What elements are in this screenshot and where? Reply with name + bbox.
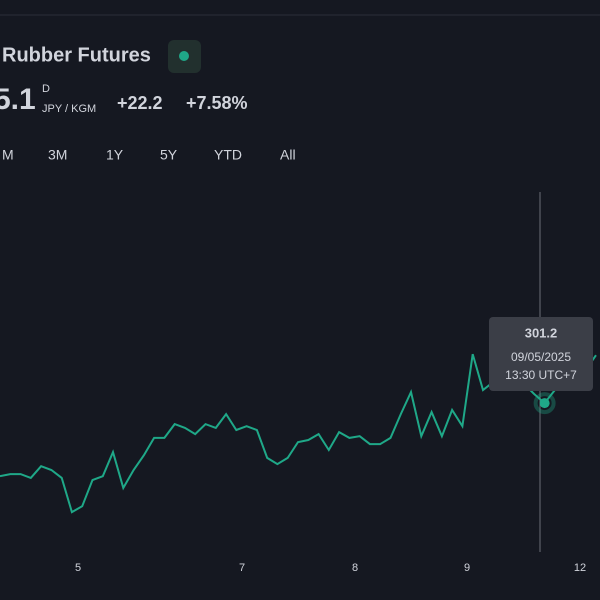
- x-tick-label: 8: [352, 562, 358, 574]
- x-tick-label: 9: [464, 562, 470, 574]
- interval: D: [42, 83, 50, 95]
- range-button[interactable]: 1Y: [106, 147, 124, 163]
- x-axis: 5 7 8 9 12: [75, 562, 586, 574]
- range-button[interactable]: 5Y: [160, 147, 178, 163]
- tooltip: [489, 317, 593, 391]
- range-button[interactable]: 3M: [48, 147, 67, 163]
- change: +22.2: [117, 93, 163, 113]
- unit: JPY / KGM: [42, 103, 96, 115]
- range-button[interactable]: M: [2, 147, 14, 163]
- tooltip-time: 13:30 UTC+7: [505, 368, 577, 382]
- x-tick-label: 12: [574, 562, 586, 574]
- x-tick-label: 7: [239, 562, 245, 574]
- hover-ring: [533, 392, 556, 415]
- status-dot: [179, 51, 189, 61]
- tooltip-date: 09/05/2025: [511, 350, 571, 364]
- hover-point: [539, 398, 550, 409]
- range-button[interactable]: All: [280, 147, 296, 163]
- range-bar: M 3M 1Y 5Y YTD All: [2, 147, 296, 163]
- price: 5.1: [0, 83, 36, 116]
- change-percent: +7.58%: [186, 93, 248, 113]
- tooltip-value: 301.2: [525, 325, 558, 340]
- symbol-title: Rubber Futures: [2, 44, 151, 66]
- range-button[interactable]: YTD: [214, 147, 242, 163]
- x-tick-label: 5: [75, 562, 81, 574]
